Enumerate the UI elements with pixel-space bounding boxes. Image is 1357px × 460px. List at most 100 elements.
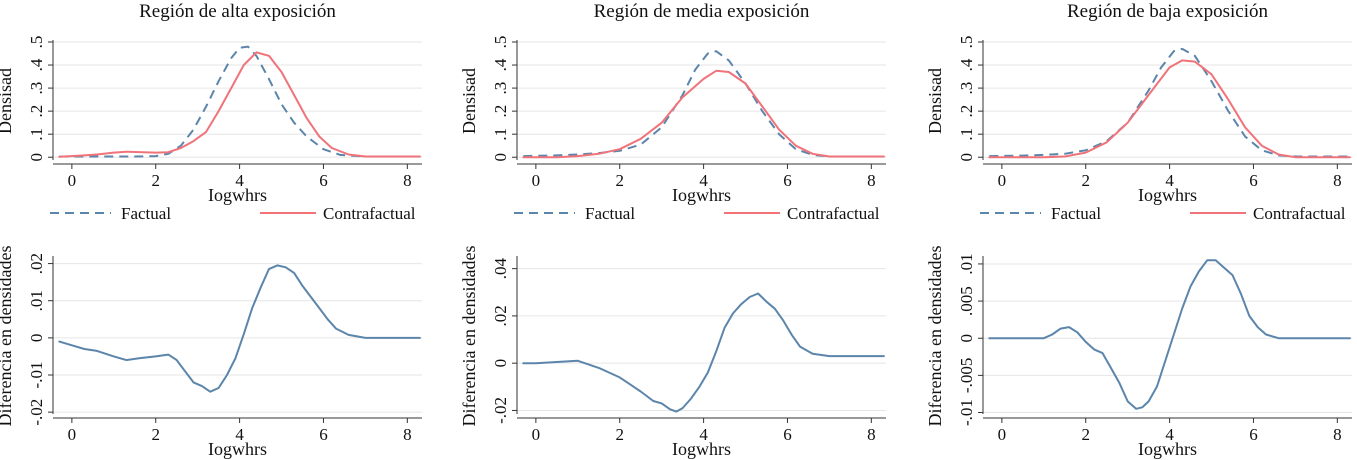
x-axis-label: Iogwhrs [1138,439,1197,459]
series-line-contrafactual [522,69,885,159]
legend: Factual Contrafactual [50,204,416,223]
legend-label-contrafactual: Contrafactual [787,204,880,223]
y-tick-label: 0 [491,153,510,162]
x-axis-label: Iogwhrs [208,185,267,205]
legend-label-contrafactual: Contrafactual [1253,204,1346,223]
x-tick-label: 0 [68,171,77,190]
x-tick-label: 4 [1165,425,1174,444]
y-tick-label: -.01 [957,399,976,426]
chart-title: Región de baja exposición [1067,1,1269,22]
x-tick-label: 4 [235,171,244,190]
chart-title: Región de media exposición [594,1,810,22]
y-tick-label: .01 [27,290,46,311]
x-tick-label: 6 [1249,425,1258,444]
x-tick-label: 4 [699,425,708,444]
y-tick-label: .2 [957,105,976,118]
x-tick-label: 8 [1333,425,1342,444]
y-tick-label: .5 [491,36,510,49]
series-line-factual [523,50,884,158]
y-tick-label: -.01 [27,362,46,389]
y-axis-label: Diferencia en densidades [925,246,945,427]
x-tick-label: 0 [532,171,541,190]
series-line-diferencia [522,292,885,413]
legend: Factual Contrafactual [514,204,880,223]
y-tick-label: .02 [491,305,510,326]
series-line-diferencia [988,259,1351,410]
x-tick-label: 2 [1081,171,1090,190]
y-tick-label: .1 [27,128,46,141]
x-tick-label: 4 [699,171,708,190]
y-tick-label: -.005 [957,358,976,393]
x-tick-label: 2 [151,425,160,444]
y-tick-label: .2 [491,105,510,118]
chart-panel-5: -.02 0 .02 .04 0 2 4 6 8 Iogwhrs Diferencia en den… [459,246,886,459]
x-tick-label: 0 [998,171,1007,190]
legend-label-contrafactual: Contrafactual [323,204,416,223]
y-tick-label: -.02 [27,399,46,426]
x-tick-label: 2 [615,425,624,444]
legend: Factual Contrafactual [980,204,1346,223]
chart-panel-4: -.02 -.01 0 .01 .02 0 2 4 6 8 Iogwhrs Diferencia en… [0,246,422,459]
x-axis-label: Iogwhrs [672,439,731,459]
y-tick-label: .3 [491,82,510,95]
x-tick-label: 2 [615,171,624,190]
y-axis-label: Densisad [459,68,479,134]
y-axis-label: Densisad [925,68,945,134]
chart-title: Región de alta exposición [139,1,336,22]
x-axis-label: Iogwhrs [1138,185,1197,205]
x-tick-label: 6 [319,425,328,444]
x-tick-label: 4 [1165,171,1174,190]
x-tick-label: 8 [403,171,412,190]
y-axis-label: Diferencia en densidades [459,246,479,427]
x-tick-label: 6 [319,171,328,190]
x-tick-label: 0 [998,425,1007,444]
y-tick-label: 0 [27,153,46,162]
x-tick-label: 0 [68,425,77,444]
y-tick-label: .01 [957,253,976,274]
chart-panel-1: 0 .1 .2 .3 .4 .5 0 2 4 6 8 Iogwhrs Densisad Región de… [0,1,422,223]
y-tick-label: .5 [957,36,976,49]
chart-panel-3: 0 .1 .2 .3 .4 .5 0 2 4 6 8 Iogwhrs Densisad Región de… [925,1,1352,223]
series-line-factual [989,47,1350,158]
x-tick-label: 0 [532,425,541,444]
y-axis-label: Diferencia en densidades [0,246,15,427]
y-tick-label: .3 [27,82,46,95]
chart-panel-6: -.01 -.005 0 .005 .01 0 2 4 6 8 Iogwhrs Diferencia … [925,246,1352,459]
y-tick-label: 0 [27,334,46,343]
series-line-diferencia [58,264,421,393]
x-tick-label: 6 [1249,171,1258,190]
x-tick-label: 2 [151,171,160,190]
y-tick-label: .2 [27,105,46,118]
y-tick-label: -.02 [491,397,510,424]
legend-label-factual: Factual [121,204,171,223]
series-line-contrafactual [988,59,1351,159]
x-tick-label: 6 [783,425,792,444]
chart-panel-2: 0 .1 .2 .3 .4 .5 0 2 4 6 8 Iogwhrs Densisad Región de… [459,1,886,223]
y-tick-label: .005 [957,286,976,316]
x-tick-label: 8 [867,171,876,190]
y-tick-label: .04 [491,258,510,280]
y-tick-label: .3 [957,82,976,95]
y-tick-label: .4 [491,58,510,71]
x-tick-label: 8 [867,425,876,444]
y-tick-label: .02 [27,253,46,274]
x-axis-label: Iogwhrs [672,185,731,205]
y-tick-label: .1 [491,128,510,141]
x-axis-label: Iogwhrs [208,439,267,459]
legend-label-factual: Factual [585,204,635,223]
y-tick-label: 0 [491,359,510,368]
series-line-contrafactual [58,51,421,158]
x-tick-label: 8 [1333,171,1342,190]
series-line-factual [59,45,420,158]
x-tick-label: 6 [783,171,792,190]
y-axis-label: Densisad [0,68,15,134]
y-tick-label: .5 [27,36,46,49]
y-tick-label: 0 [957,334,976,343]
x-tick-label: 2 [1081,425,1090,444]
y-tick-label: 0 [957,153,976,162]
y-tick-label: .4 [957,58,976,71]
y-tick-label: .4 [27,58,46,71]
y-tick-label: .1 [957,128,976,141]
legend-label-factual: Factual [1051,204,1101,223]
